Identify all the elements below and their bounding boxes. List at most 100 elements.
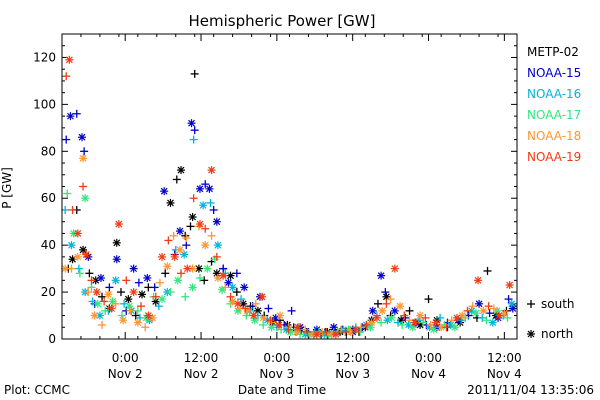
data-point-north	[396, 302, 405, 311]
data-point-north	[207, 166, 216, 175]
data-point-north	[111, 276, 120, 285]
y-tick-label: 60	[41, 191, 56, 205]
data-point-south	[478, 313, 487, 322]
data-point-south	[377, 318, 386, 327]
data-point-south	[177, 269, 186, 278]
data-point-south	[136, 302, 145, 311]
data-point-south	[154, 302, 163, 311]
legend-entry: NOAA-15	[527, 66, 581, 80]
data-point-south	[200, 276, 209, 285]
data-point-south	[190, 69, 199, 78]
y-axis: 0 20 40 60 80 100 120	[33, 33, 517, 346]
data-point-north	[133, 318, 142, 327]
data-point-north	[73, 252, 82, 261]
data-point-south	[101, 306, 110, 315]
data-point-south	[482, 316, 491, 325]
data-point-south	[362, 320, 371, 329]
data-point-north	[240, 283, 249, 292]
data-point-north	[124, 295, 133, 304]
plot-timestamp: 2011/11/04 13:35:06	[467, 383, 594, 397]
data-point-north	[104, 290, 113, 299]
x-tick-date-label: Nov 2	[108, 367, 143, 381]
series-metp-02	[64, 69, 517, 339]
data-point-north	[129, 288, 138, 297]
data-point-south	[393, 318, 402, 327]
data-point-north	[390, 264, 399, 273]
marker-legend-label: south	[541, 297, 575, 311]
data-point-south	[201, 224, 210, 233]
data-point-north	[505, 281, 514, 290]
data-point-north	[175, 245, 184, 254]
data-point-south	[489, 304, 498, 313]
data-point-south	[284, 325, 293, 334]
data-point-north	[450, 323, 459, 332]
x-tick-time-label: 12:00	[335, 351, 370, 365]
series-noaa-15	[62, 109, 517, 336]
data-point-south	[264, 304, 273, 313]
y-tick-label: 100	[33, 97, 56, 111]
data-point-south	[150, 283, 159, 292]
data-point-south	[111, 299, 120, 308]
data-point-north	[474, 276, 483, 285]
data-point-south	[232, 288, 241, 297]
data-point-south	[322, 327, 331, 336]
y-tick-label: 20	[41, 285, 56, 299]
data-point-south	[373, 299, 382, 308]
data-point-south	[424, 295, 433, 304]
data-point-south	[169, 231, 178, 240]
data-point-south	[79, 182, 88, 191]
data-point-north	[67, 241, 76, 250]
data-point-south	[381, 288, 390, 297]
data-point-south	[189, 194, 198, 203]
data-point-south	[287, 306, 296, 315]
data-point-north	[175, 227, 184, 236]
data-point-south	[251, 299, 260, 308]
data-point-south	[190, 126, 199, 135]
data-point-south	[166, 288, 175, 297]
data-point-north	[96, 274, 105, 282]
data-point-north	[78, 133, 87, 142]
y-tick-label: 0	[48, 332, 56, 346]
data-point-north	[205, 184, 214, 193]
data-point-north	[73, 229, 82, 238]
data-point-north	[195, 220, 204, 229]
data-point-north	[158, 252, 167, 261]
data-point-south	[131, 311, 140, 320]
series-noaa-17	[63, 189, 512, 339]
data-point-south	[207, 231, 216, 240]
data-point-south	[87, 276, 96, 285]
data-point-south	[72, 109, 81, 118]
data-point-north	[293, 323, 302, 332]
data-point-north	[488, 318, 497, 327]
data-point-south	[442, 323, 451, 332]
data-point-south	[206, 198, 215, 207]
marker-legend-label: north	[541, 327, 573, 341]
data-point-south	[75, 269, 84, 278]
data-point-north	[158, 295, 167, 304]
plot-credit: Plot: CCMC	[4, 383, 70, 397]
x-tick-date-label: Nov 3	[259, 367, 294, 381]
x-tick-date-label: Nov 3	[335, 367, 370, 381]
data-point-north	[219, 271, 228, 280]
data-point-north	[267, 323, 276, 332]
data-point-south	[398, 320, 407, 329]
data-point-south	[259, 320, 268, 329]
data-point-south	[468, 302, 477, 311]
data-point-south	[172, 175, 181, 184]
data-point-south	[201, 180, 210, 189]
data-point-south	[87, 283, 96, 292]
data-point-north	[410, 318, 419, 327]
data-point-north	[166, 198, 175, 207]
data-point-south	[504, 295, 513, 304]
data-point-south	[164, 236, 173, 245]
data-point-south	[63, 189, 72, 198]
data-point-south	[485, 309, 494, 318]
x-tick-date-label: Nov 4	[487, 367, 522, 381]
data-point-south	[151, 292, 160, 301]
data-point-south	[98, 292, 107, 301]
data-point-north	[351, 325, 360, 334]
data-point-north	[160, 187, 169, 196]
data-point-south	[67, 264, 76, 273]
data-point-south	[241, 304, 250, 313]
